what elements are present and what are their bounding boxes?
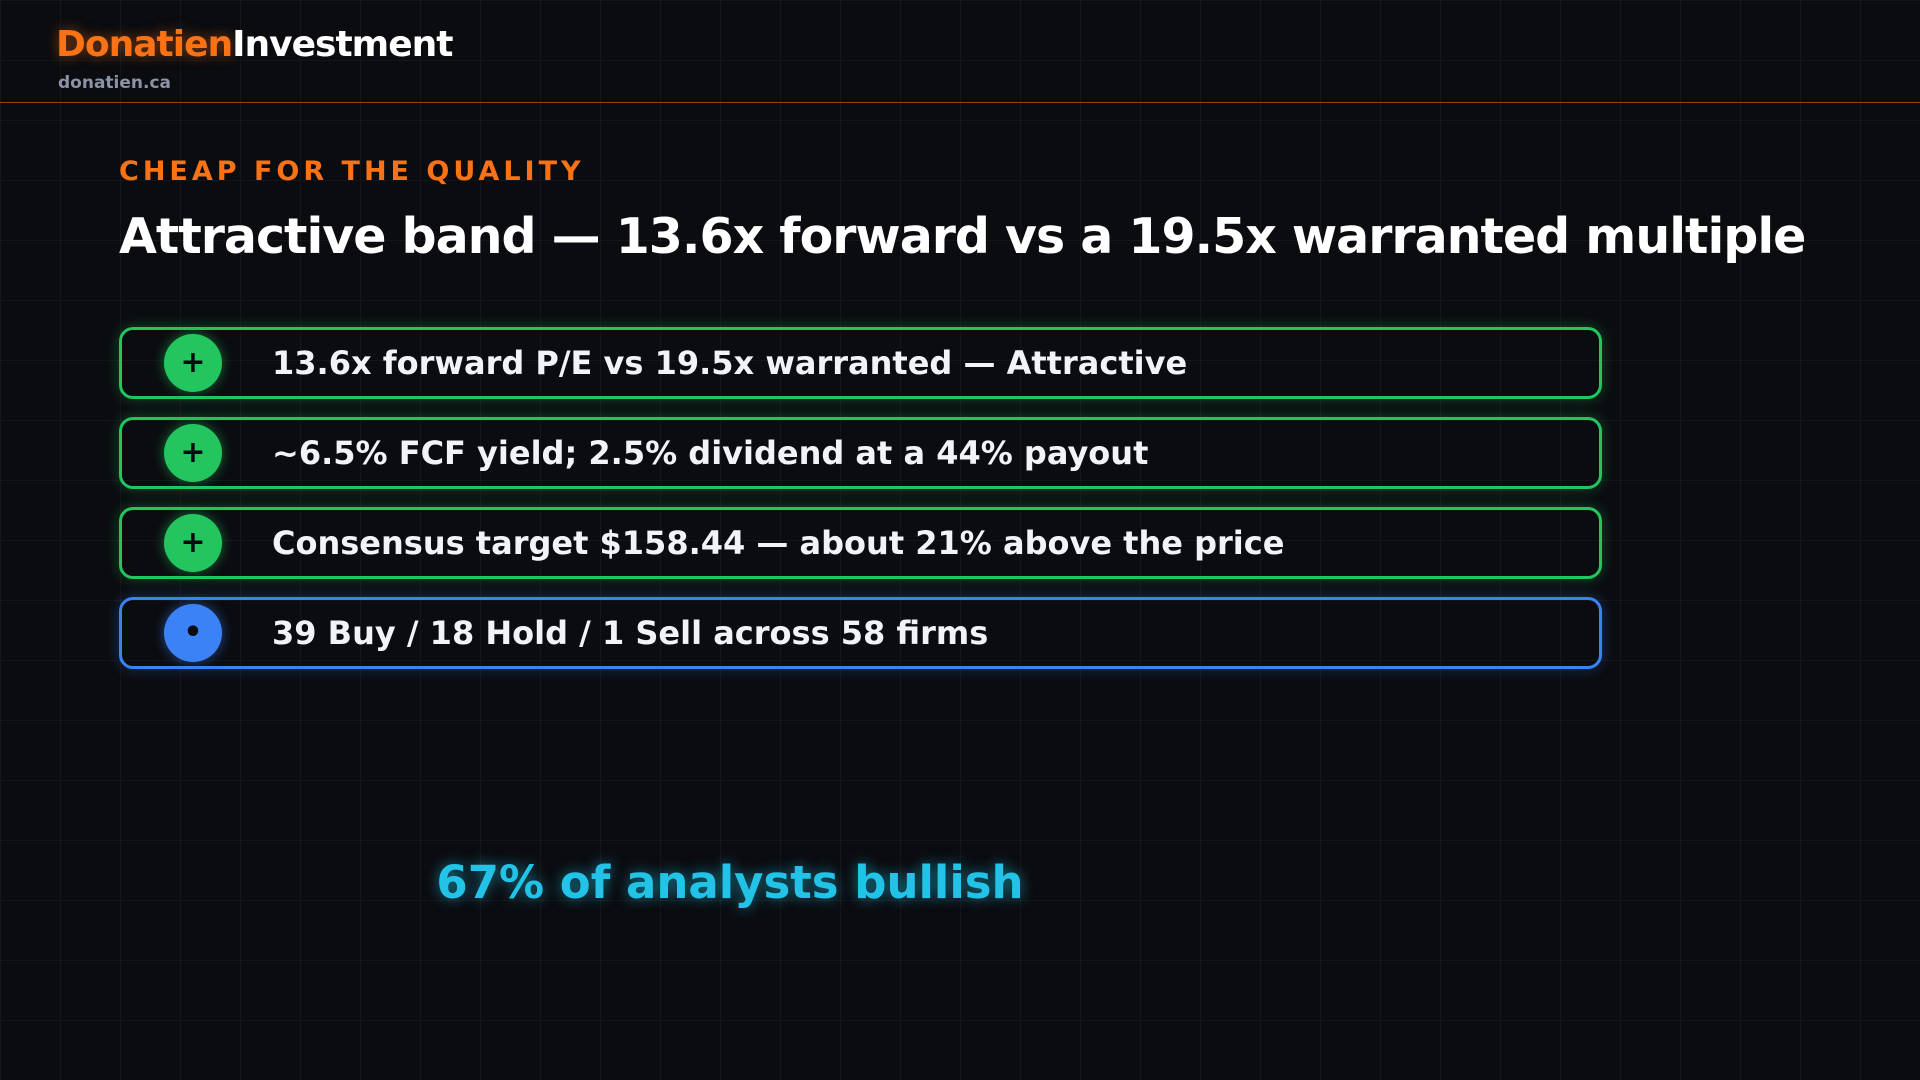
footer: 67% of analysts bullish xyxy=(436,856,1024,909)
item-text: Consensus target $158.44 — about 21% abo… xyxy=(272,524,1285,562)
item-text: 13.6x forward P/E vs 19.5x warranted — A… xyxy=(272,344,1188,382)
header-divider xyxy=(0,102,1920,103)
brand: DonatienInvestment xyxy=(56,24,453,65)
item-icon: • xyxy=(164,604,222,662)
item-icon: + xyxy=(164,424,222,482)
item-row: + ~6.5% FCF yield; 2.5% dividend at a 44%… xyxy=(119,417,1602,489)
url: donatien.ca xyxy=(58,73,172,93)
item-icon: + xyxy=(164,514,222,572)
item-icon: + xyxy=(164,334,222,392)
brand-second: Investment xyxy=(232,24,453,65)
item-row: +13.6x forward P/E vs 19.5x warranted — … xyxy=(119,327,1602,399)
brand-first: Donatien xyxy=(56,24,233,65)
title: Attractive band — 13.6x forward vs a 19.… xyxy=(119,208,1806,265)
eyebrow: CHEAP FOR THE QUALITY xyxy=(119,156,585,187)
item-text: 39 Buy / 18 Hold / 1 Sell across 58 firm… xyxy=(272,614,989,652)
item-row: • 39 Buy / 18 Hold / 1 Sell across 58 fir… xyxy=(119,597,1602,669)
item-text: ~6.5% FCF yield; 2.5% dividend at a 44% … xyxy=(272,434,1149,472)
item-row: + Consensus target $158.44 — about 21% ab… xyxy=(119,507,1602,579)
